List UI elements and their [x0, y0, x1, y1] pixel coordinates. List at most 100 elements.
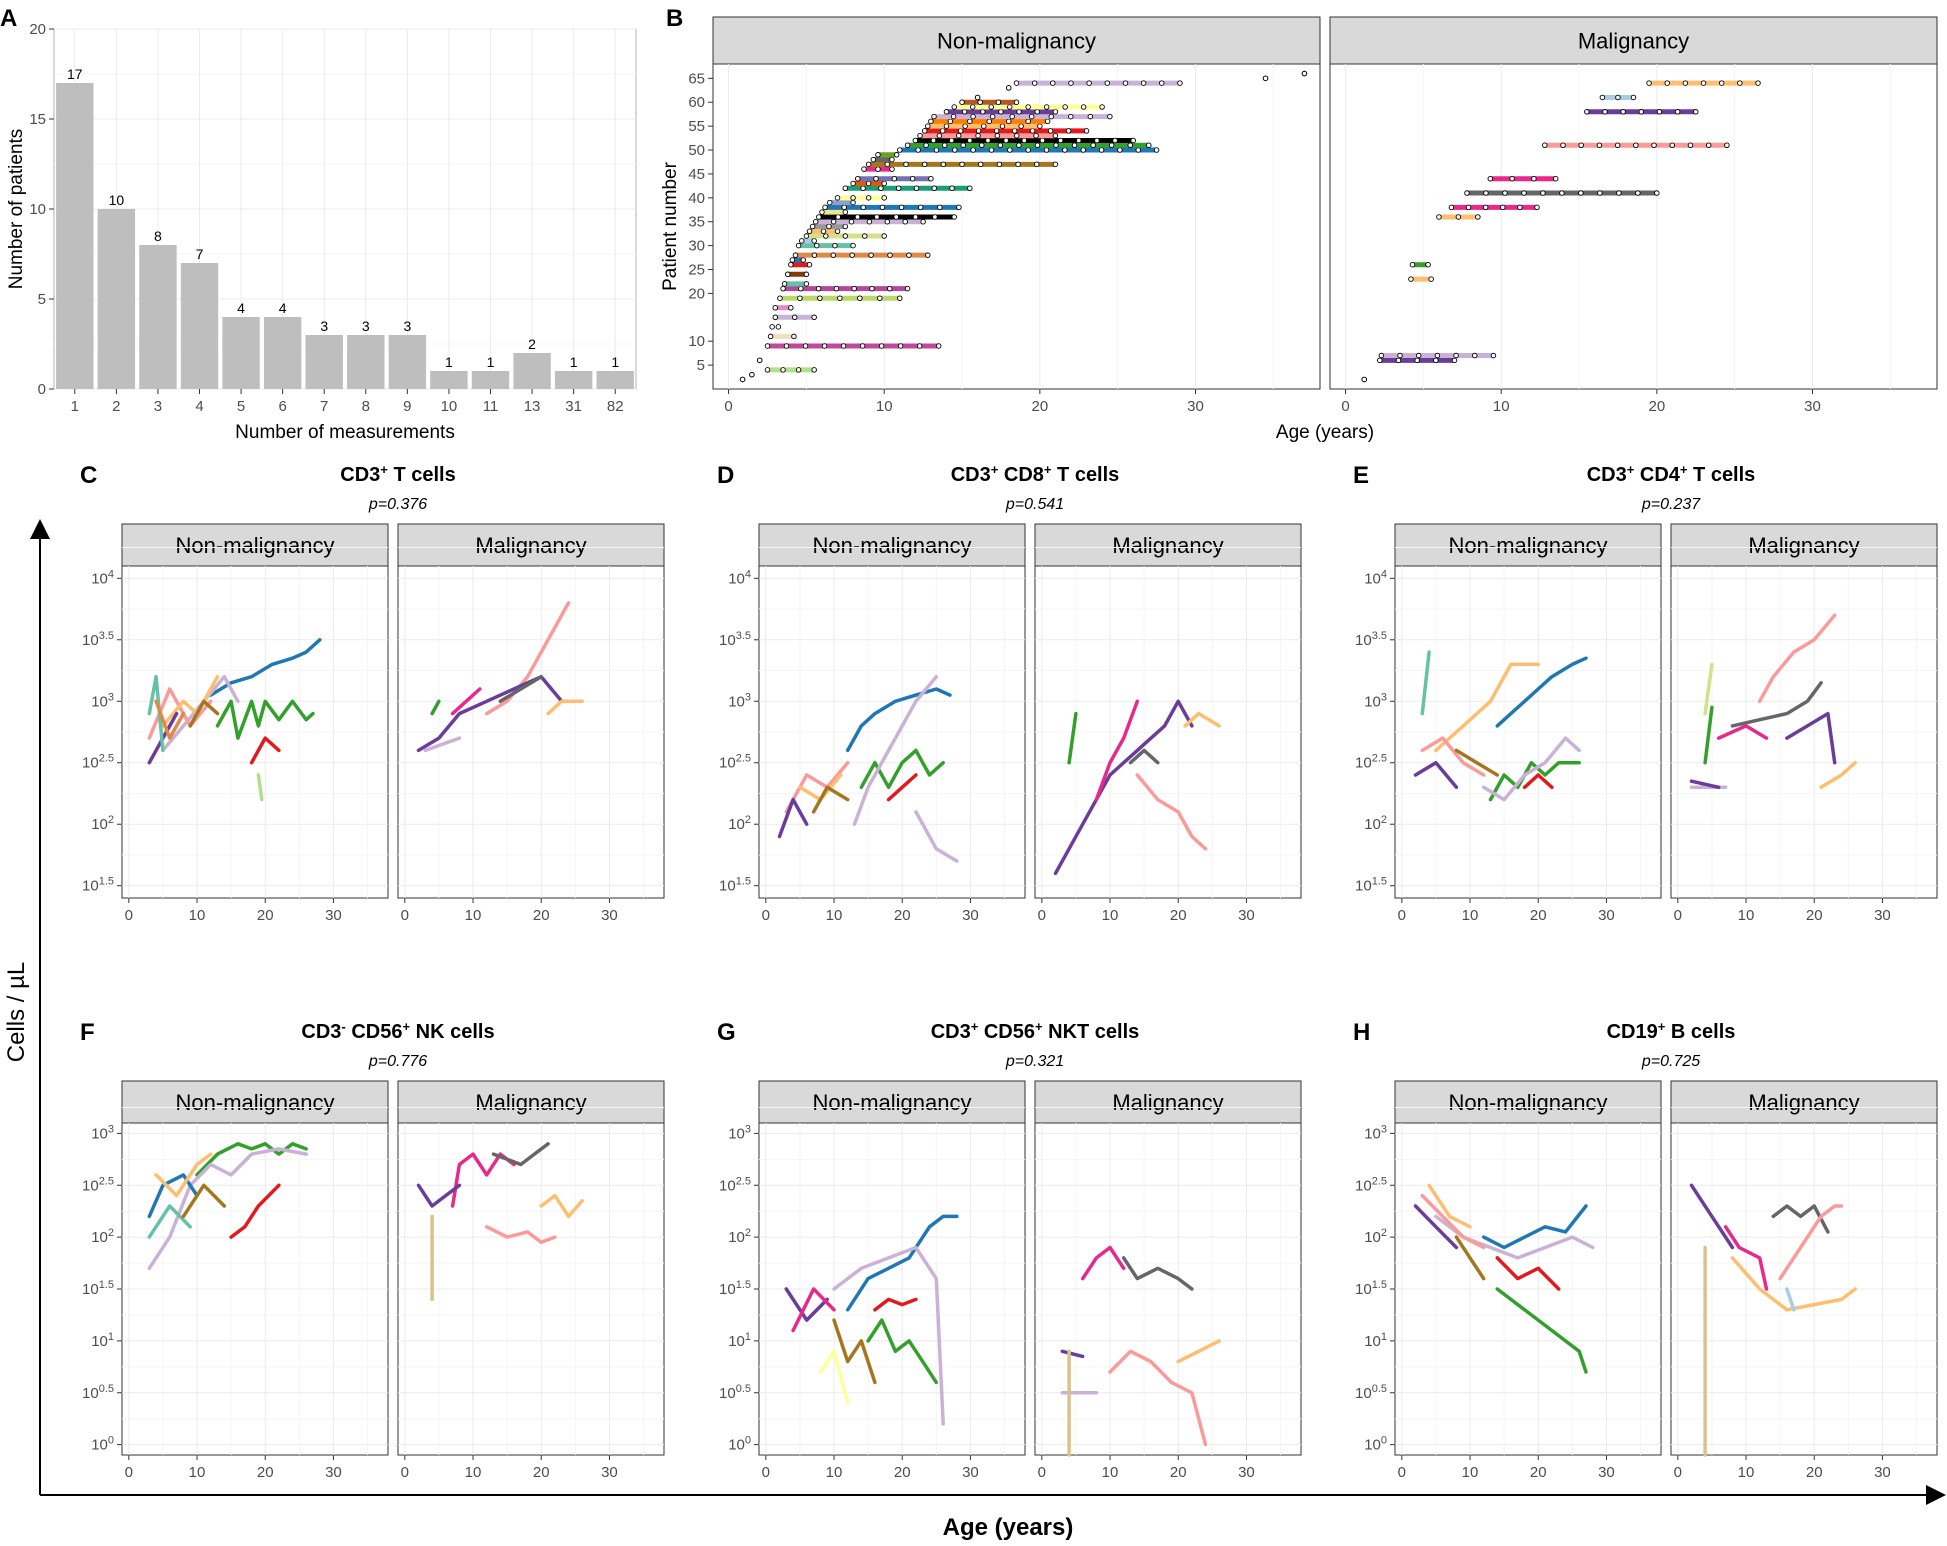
patient-trajectory	[777, 797, 809, 839]
bar-value-label: 1	[445, 354, 453, 370]
measurement-point	[969, 104, 976, 110]
measurement-point	[1094, 137, 1100, 144]
measurement-point	[1737, 80, 1743, 86]
measurement-point	[1016, 142, 1022, 148]
p-value: p=0.541	[1005, 496, 1064, 513]
measurement-point	[1664, 80, 1670, 86]
y-tick-exponent: 3	[1381, 1123, 1387, 1135]
measurement-point	[862, 233, 868, 239]
measurement-point	[943, 109, 950, 115]
measurement-point	[777, 295, 783, 301]
measurement-point	[1700, 80, 1707, 86]
measurement-point	[986, 118, 993, 125]
measurement-point	[1425, 261, 1431, 268]
patient-trajectory	[546, 699, 584, 716]
measurement-point	[1614, 142, 1621, 148]
patient-trajectory	[423, 736, 462, 753]
measurement-point	[959, 161, 965, 168]
y-tick-base: 10	[82, 1281, 99, 1298]
measurement-point	[1005, 85, 1012, 91]
y-tick-label: 102.5	[719, 753, 751, 772]
global-y-label: Cells / µL	[3, 962, 30, 1063]
title-segment: NK cells	[410, 1021, 494, 1043]
y-tick-label: 102.5	[719, 1175, 751, 1194]
measurement-point	[891, 175, 898, 182]
measurement-point	[1013, 80, 1020, 86]
measurement-point	[977, 161, 984, 168]
y-tick-label: 10	[688, 333, 705, 350]
measurement-point	[952, 147, 958, 153]
measurement-point	[1003, 137, 1009, 144]
y-tick-label: 102	[91, 1227, 114, 1246]
facet-strip	[1394, 523, 1662, 567]
y-tick-base: 10	[728, 1229, 745, 1246]
x-tick-label: 0	[125, 907, 133, 924]
measurement-point	[893, 214, 899, 220]
measurement-point	[1044, 118, 1051, 125]
measurement-point	[897, 147, 903, 153]
title-segment: CD3	[301, 1021, 341, 1043]
y-tick-exponent: 3	[108, 1123, 114, 1135]
measurement-point	[902, 218, 908, 225]
measurement-point	[797, 295, 803, 301]
facet-strip-label: Malignancy	[1112, 533, 1223, 558]
y-tick-label: 25	[688, 262, 705, 279]
measurement-point	[967, 137, 973, 144]
measurement-point	[1033, 161, 1040, 168]
patient-trajectory	[154, 1152, 213, 1198]
measurement-point	[833, 285, 840, 292]
measurement-point	[809, 223, 816, 230]
y-tick-base: 10	[1364, 1229, 1381, 1246]
x-tick-label: 82	[607, 398, 624, 415]
facet-0: Non-malignancy 0 10 20 30	[712, 16, 1321, 415]
measurement-point	[1517, 204, 1523, 211]
measurement-point	[857, 295, 863, 301]
measurement-point	[865, 195, 872, 201]
y-tick-label: 101	[1364, 1331, 1387, 1350]
measurement-point	[921, 128, 928, 134]
measurement-point	[873, 175, 879, 182]
x-tick-label: 30	[1874, 907, 1891, 924]
measurement-point	[789, 257, 796, 263]
measurement-point	[1414, 357, 1420, 364]
x-tick-label: 20	[533, 907, 550, 924]
measurement-point	[937, 204, 943, 211]
facet-strip-label: Non-malignancy	[813, 1090, 972, 1115]
x-tick-label: 4	[195, 398, 203, 415]
patient-trajectory	[1495, 656, 1588, 728]
measurement-point	[881, 195, 887, 201]
measurement-point	[850, 199, 856, 206]
measurement-point	[1578, 190, 1584, 196]
patient-trajectory	[811, 785, 850, 814]
measurement-point	[998, 109, 1004, 115]
measurement-point	[1037, 123, 1043, 129]
measurement-point	[935, 343, 942, 349]
measurement-point	[1674, 109, 1681, 115]
facet-strip-label: Non-malignancy	[1449, 1090, 1608, 1115]
measurement-point	[1705, 142, 1712, 148]
title-superscript: +	[1627, 462, 1635, 477]
patient-trajectory	[1094, 699, 1140, 802]
measurement-point	[1428, 276, 1434, 282]
measurement-point	[1107, 113, 1113, 120]
y-tick-base: 10	[728, 693, 745, 710]
y-tick-label: 102.5	[82, 753, 114, 772]
measurement-point	[1021, 137, 1028, 144]
patient-trajectory	[147, 674, 165, 753]
patient-trajectory	[1495, 1287, 1588, 1374]
x-tick-label: 30	[601, 1464, 618, 1481]
measurement-point	[1071, 142, 1078, 148]
measurement-point	[906, 252, 912, 258]
x-tick-label: 30	[1598, 1464, 1615, 1481]
measurement-point	[928, 175, 934, 182]
measurement-point	[840, 343, 847, 349]
measurement-point	[959, 99, 965, 105]
measurement-point	[974, 94, 981, 101]
measurement-point	[842, 185, 849, 192]
bar-value-label: 1	[611, 354, 619, 370]
y-tick-exponent: 3.5	[1372, 630, 1387, 642]
y-tick-label: 5	[38, 291, 46, 308]
x-tick-label: 20	[1649, 398, 1666, 415]
x-tick-label: 30	[962, 907, 979, 924]
measurement-point	[1127, 142, 1133, 148]
